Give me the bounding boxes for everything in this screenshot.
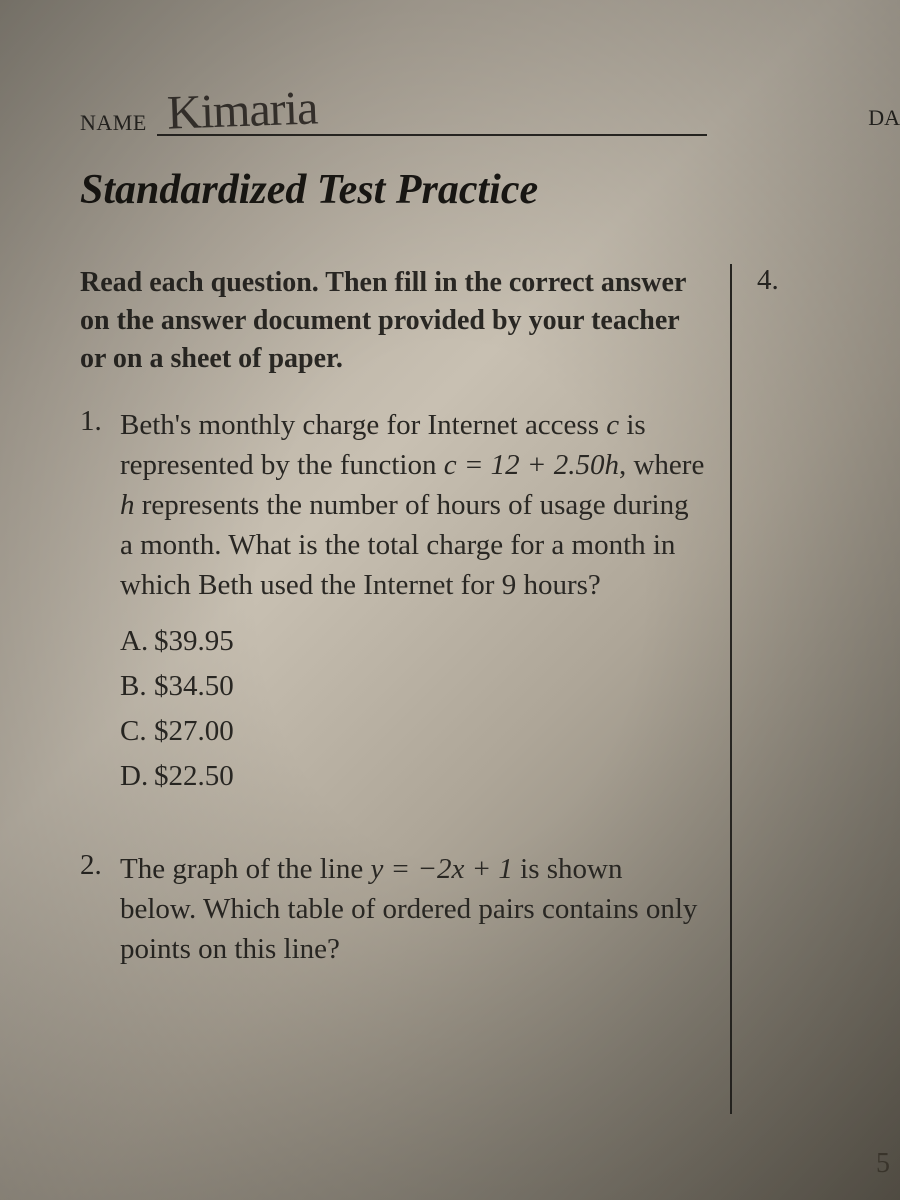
question-2-text: The graph of the line y = −2x + 1 is sho…: [120, 849, 705, 969]
right-column: 4.: [732, 264, 840, 1114]
choice-d: D.$22.50: [120, 754, 705, 799]
page-title: Standardized Test Practice: [80, 166, 840, 214]
bottom-page-number: 5: [876, 1148, 890, 1180]
name-field: Kimaria: [157, 100, 707, 136]
instructions: Read each question. Then fill in the cor…: [80, 264, 705, 377]
question-1-number: 1.: [80, 405, 108, 605]
question-1-choices: A.$39.95 B.$34.50 C.$27.00 D.$22.50: [120, 619, 705, 799]
question-2-number: 2.: [80, 849, 108, 969]
left-column: Read each question. Then fill in the cor…: [80, 264, 730, 1114]
question-1-text: Beth's monthly charge for Internet acces…: [120, 405, 705, 605]
question-1: 1. Beth's monthly charge for Internet ac…: [80, 405, 705, 799]
choice-c: C.$27.00: [120, 709, 705, 754]
content-area: Read each question. Then fill in the cor…: [80, 264, 840, 1114]
date-label: DA: [868, 105, 900, 131]
name-label: NAME: [80, 110, 147, 136]
choice-b: B.$34.50: [120, 664, 705, 709]
choice-a: A.$39.95: [120, 619, 705, 664]
question-2: 2. The graph of the line y = −2x + 1 is …: [80, 849, 705, 969]
name-handwriting: Kimaria: [166, 80, 318, 140]
name-row: NAME Kimaria: [80, 100, 840, 136]
question-4-number: 4.: [757, 264, 840, 297]
